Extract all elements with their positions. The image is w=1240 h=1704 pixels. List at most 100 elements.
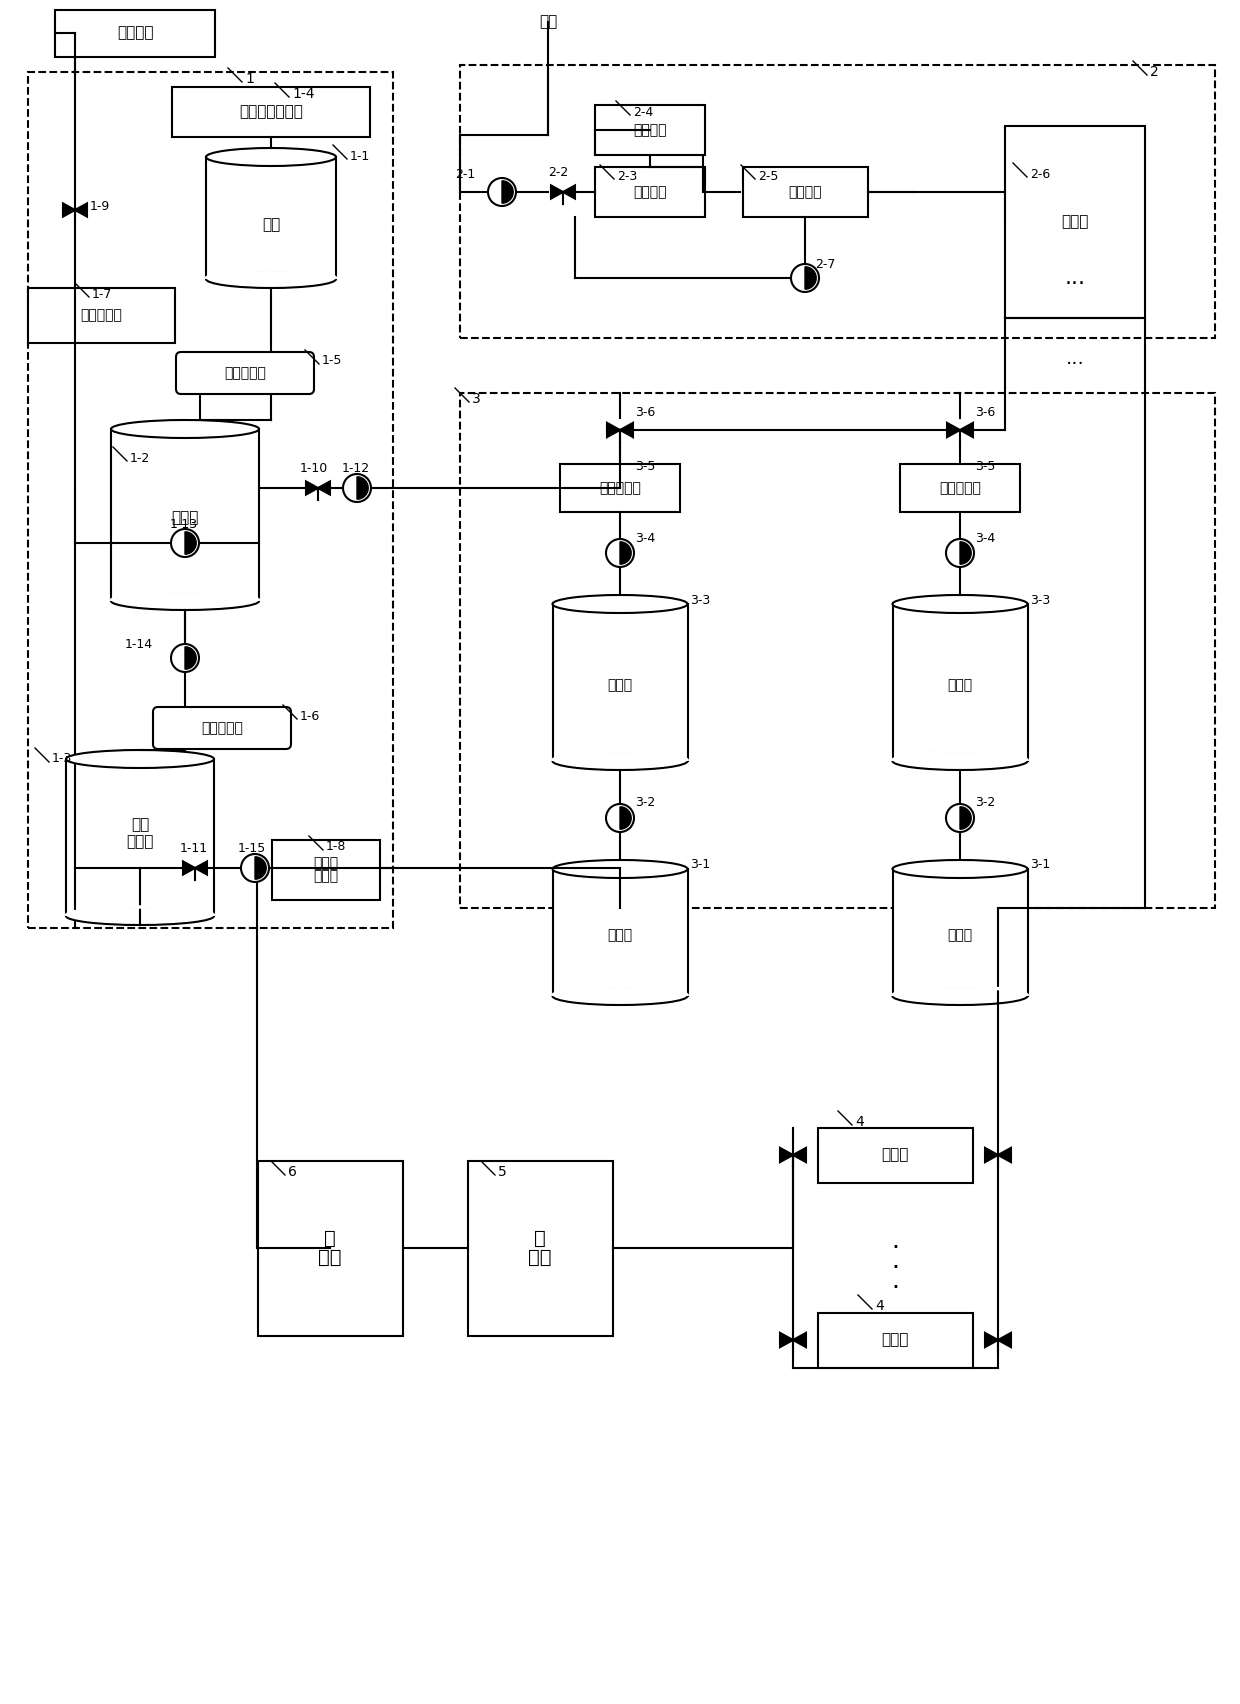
Bar bbox=[29, 72, 393, 929]
Text: 3-4: 3-4 bbox=[975, 532, 996, 545]
Bar bbox=[893, 869, 1028, 997]
Ellipse shape bbox=[206, 148, 336, 165]
Text: 1-6: 1-6 bbox=[300, 709, 320, 722]
Bar bbox=[1004, 126, 1145, 319]
Text: 1-3: 1-3 bbox=[52, 753, 72, 765]
Text: 储液罐: 储液罐 bbox=[608, 678, 632, 692]
Text: 1: 1 bbox=[246, 72, 254, 85]
Circle shape bbox=[489, 177, 516, 206]
FancyBboxPatch shape bbox=[153, 707, 291, 750]
Bar bbox=[27, 288, 175, 343]
Text: 助剂桶: 助剂桶 bbox=[608, 929, 632, 942]
Polygon shape bbox=[998, 1148, 1011, 1162]
Text: 2-7: 2-7 bbox=[815, 259, 836, 271]
Bar bbox=[467, 1160, 613, 1336]
Bar bbox=[817, 1312, 972, 1368]
Ellipse shape bbox=[893, 987, 1028, 1005]
Text: 2-6: 2-6 bbox=[1030, 167, 1050, 181]
Text: 1-1: 1-1 bbox=[350, 150, 371, 162]
Ellipse shape bbox=[66, 750, 215, 769]
Text: 4: 4 bbox=[856, 1114, 864, 1130]
Bar bbox=[553, 603, 687, 762]
Text: 3-4: 3-4 bbox=[635, 532, 655, 545]
Text: 供水: 供水 bbox=[539, 15, 557, 29]
Text: 1-12: 1-12 bbox=[342, 462, 370, 474]
Circle shape bbox=[171, 644, 198, 671]
Text: 压裂: 压裂 bbox=[319, 1247, 342, 1266]
Polygon shape bbox=[357, 477, 368, 499]
Text: 助剂流量计: 助剂流量计 bbox=[939, 481, 981, 494]
Polygon shape bbox=[805, 268, 816, 290]
Text: 1-5: 1-5 bbox=[322, 354, 342, 368]
Text: 2-3: 2-3 bbox=[618, 169, 637, 182]
Bar bbox=[560, 463, 680, 511]
Circle shape bbox=[606, 538, 634, 567]
Text: 粉罐: 粉罐 bbox=[262, 218, 280, 232]
Text: 混砂: 混砂 bbox=[528, 1247, 552, 1266]
Text: 3: 3 bbox=[472, 392, 481, 406]
Text: 助剂桶: 助剂桶 bbox=[947, 929, 972, 942]
Text: 浓缩液: 浓缩液 bbox=[314, 869, 339, 883]
Polygon shape bbox=[551, 186, 563, 199]
Bar bbox=[817, 1128, 972, 1183]
Circle shape bbox=[791, 264, 818, 291]
Polygon shape bbox=[960, 806, 971, 830]
Circle shape bbox=[946, 538, 973, 567]
Text: 混合装置: 混合装置 bbox=[789, 186, 822, 199]
Polygon shape bbox=[255, 857, 267, 879]
Text: 2-1: 2-1 bbox=[455, 169, 475, 182]
Ellipse shape bbox=[206, 269, 336, 288]
Text: 5: 5 bbox=[498, 1166, 507, 1179]
Text: 1-9: 1-9 bbox=[91, 199, 110, 213]
Text: 流量计: 流量计 bbox=[314, 857, 339, 871]
Bar bbox=[172, 87, 370, 136]
Bar bbox=[893, 603, 1028, 762]
Text: 1-11: 1-11 bbox=[180, 842, 208, 854]
Text: 3-6: 3-6 bbox=[635, 407, 655, 419]
Polygon shape bbox=[620, 806, 631, 830]
Polygon shape bbox=[794, 1148, 806, 1162]
Text: 3-6: 3-6 bbox=[975, 407, 996, 419]
Text: 1-7: 1-7 bbox=[92, 288, 113, 300]
Polygon shape bbox=[185, 648, 196, 670]
Text: 成品罐: 成品罐 bbox=[882, 1333, 909, 1348]
Bar bbox=[595, 167, 706, 216]
Circle shape bbox=[946, 804, 973, 832]
Circle shape bbox=[241, 854, 269, 883]
Polygon shape bbox=[195, 862, 207, 874]
Polygon shape bbox=[306, 482, 317, 494]
Bar bbox=[66, 758, 215, 917]
Bar bbox=[206, 157, 336, 279]
Polygon shape bbox=[184, 862, 195, 874]
Bar bbox=[553, 869, 687, 997]
Text: 2-4: 2-4 bbox=[632, 106, 653, 119]
Text: 浓缩液位计: 浓缩液位计 bbox=[224, 366, 265, 380]
Polygon shape bbox=[985, 1333, 998, 1348]
Text: ·: · bbox=[892, 1276, 899, 1300]
Polygon shape bbox=[780, 1333, 794, 1348]
Polygon shape bbox=[780, 1148, 794, 1162]
Ellipse shape bbox=[553, 595, 687, 613]
Text: 1-10: 1-10 bbox=[300, 462, 329, 474]
Ellipse shape bbox=[112, 419, 259, 438]
Polygon shape bbox=[74, 203, 87, 216]
Text: 搅拌箱: 搅拌箱 bbox=[1061, 215, 1089, 230]
Text: 储液
计量罐: 储液 计量罐 bbox=[126, 816, 154, 849]
Text: 1-8: 1-8 bbox=[326, 840, 346, 854]
Text: 3-2: 3-2 bbox=[635, 796, 655, 809]
Text: 3-5: 3-5 bbox=[635, 460, 656, 474]
Text: 3-3: 3-3 bbox=[689, 593, 711, 607]
Text: 2-5: 2-5 bbox=[758, 169, 779, 182]
Text: 精密给料控制仪: 精密给料控制仪 bbox=[239, 104, 303, 119]
Text: 1-15: 1-15 bbox=[238, 842, 267, 854]
Text: 2: 2 bbox=[1149, 65, 1158, 78]
Polygon shape bbox=[608, 423, 620, 438]
Polygon shape bbox=[502, 181, 513, 203]
Ellipse shape bbox=[66, 907, 215, 925]
Text: 成品罐: 成品罐 bbox=[882, 1147, 909, 1162]
Text: 4: 4 bbox=[875, 1298, 884, 1314]
Text: 助剂流量计: 助剂流量计 bbox=[599, 481, 641, 494]
Polygon shape bbox=[317, 482, 330, 494]
Text: 浓缩罐: 浓缩罐 bbox=[171, 511, 198, 525]
Bar bbox=[743, 167, 868, 216]
